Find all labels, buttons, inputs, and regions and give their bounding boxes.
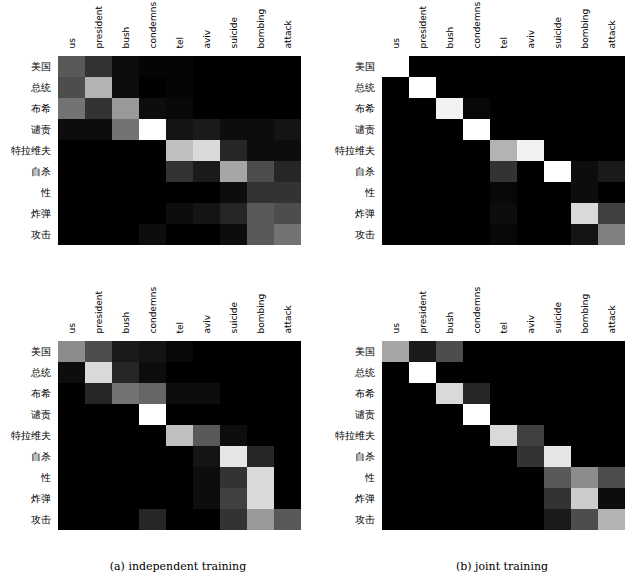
svg-text:us: us xyxy=(67,323,77,334)
svg-text:tel: tel xyxy=(175,322,185,334)
svg-text:president: president xyxy=(94,6,104,49)
svg-text:性: 性 xyxy=(364,472,375,483)
svg-text:bush: bush xyxy=(121,27,131,49)
svg-text:suicide: suicide xyxy=(229,16,239,48)
svg-text:us: us xyxy=(391,38,401,49)
svg-text:布希: 布希 xyxy=(355,103,375,114)
svg-text:aviv: aviv xyxy=(202,314,212,333)
svg-text:suicide: suicide xyxy=(229,301,239,333)
svg-text:总统: 总统 xyxy=(30,82,51,93)
svg-text:总统: 总统 xyxy=(30,367,51,378)
svg-text:攻击: 攻击 xyxy=(355,229,375,240)
svg-text:condemns: condemns xyxy=(148,2,158,49)
svg-text:bush: bush xyxy=(445,312,455,334)
svg-text:us: us xyxy=(67,38,77,49)
svg-text:bombing: bombing xyxy=(256,294,266,334)
svg-text:谴责: 谴责 xyxy=(355,409,375,420)
svg-text:特拉维夫: 特拉维夫 xyxy=(11,430,51,441)
svg-text:攻击: 攻击 xyxy=(31,229,51,240)
svg-text:攻击: 攻击 xyxy=(355,514,375,525)
svg-text:bush: bush xyxy=(445,27,455,49)
svg-text:特拉维夫: 特拉维夫 xyxy=(335,145,375,156)
svg-text:attack: attack xyxy=(283,304,293,333)
svg-text:美国: 美国 xyxy=(355,61,375,72)
svg-text:布希: 布希 xyxy=(31,103,51,114)
svg-text:美国: 美国 xyxy=(355,346,375,357)
svg-text:aviv: aviv xyxy=(526,29,536,48)
svg-text:president: president xyxy=(418,6,428,49)
svg-text:特拉维夫: 特拉维夫 xyxy=(11,145,51,156)
svg-text:us: us xyxy=(391,323,401,334)
html-text:(a) independent training: (a) independent training xyxy=(109,560,247,573)
svg-text:自杀: 自杀 xyxy=(31,166,51,177)
svg-text:性: 性 xyxy=(364,187,375,198)
svg-text:炸弹: 炸弹 xyxy=(31,493,51,504)
svg-text:bombing: bombing xyxy=(580,9,590,49)
svg-text:谴责: 谴责 xyxy=(355,124,375,135)
svg-text:炸弹: 炸弹 xyxy=(355,208,375,219)
svg-text:炸弹: 炸弹 xyxy=(355,493,375,504)
svg-text:attack: attack xyxy=(283,19,293,48)
svg-text:布希: 布希 xyxy=(31,388,51,399)
svg-text:性: 性 xyxy=(40,187,51,198)
svg-text:总统: 总统 xyxy=(354,367,375,378)
svg-text:condemns: condemns xyxy=(148,287,158,334)
svg-text:attack: attack xyxy=(607,19,617,48)
svg-text:攻击: 攻击 xyxy=(31,514,51,525)
svg-text:bush: bush xyxy=(121,312,131,334)
svg-text:bombing: bombing xyxy=(580,294,590,334)
svg-text:自杀: 自杀 xyxy=(355,451,375,462)
svg-text:tel: tel xyxy=(499,37,509,49)
svg-text:suicide: suicide xyxy=(553,16,563,48)
svg-text:总统: 总统 xyxy=(354,82,375,93)
svg-text:suicide: suicide xyxy=(553,301,563,333)
svg-text:bombing: bombing xyxy=(256,9,266,49)
svg-text:tel: tel xyxy=(175,37,185,49)
svg-text:特拉维夫: 特拉维夫 xyxy=(335,430,375,441)
svg-text:自杀: 自杀 xyxy=(31,451,51,462)
svg-text:谴责: 谴责 xyxy=(31,124,51,135)
svg-text:tel: tel xyxy=(499,322,509,334)
svg-text:aviv: aviv xyxy=(526,314,536,333)
svg-text:attack: attack xyxy=(607,304,617,333)
svg-text:炸弹: 炸弹 xyxy=(31,208,51,219)
svg-text:美国: 美国 xyxy=(31,346,51,357)
svg-text:condemns: condemns xyxy=(472,2,482,49)
svg-text:condemns: condemns xyxy=(472,287,482,334)
svg-text:美国: 美国 xyxy=(31,61,51,72)
svg-text:aviv: aviv xyxy=(202,29,212,48)
svg-text:谴责: 谴责 xyxy=(31,409,51,420)
svg-text:性: 性 xyxy=(40,472,51,483)
html-text:(b) joint training: (b) joint training xyxy=(455,560,549,573)
svg-text:自杀: 自杀 xyxy=(355,166,375,177)
svg-text:president: president xyxy=(94,291,104,334)
svg-text:布希: 布希 xyxy=(355,388,375,399)
svg-text:president: president xyxy=(418,291,428,334)
